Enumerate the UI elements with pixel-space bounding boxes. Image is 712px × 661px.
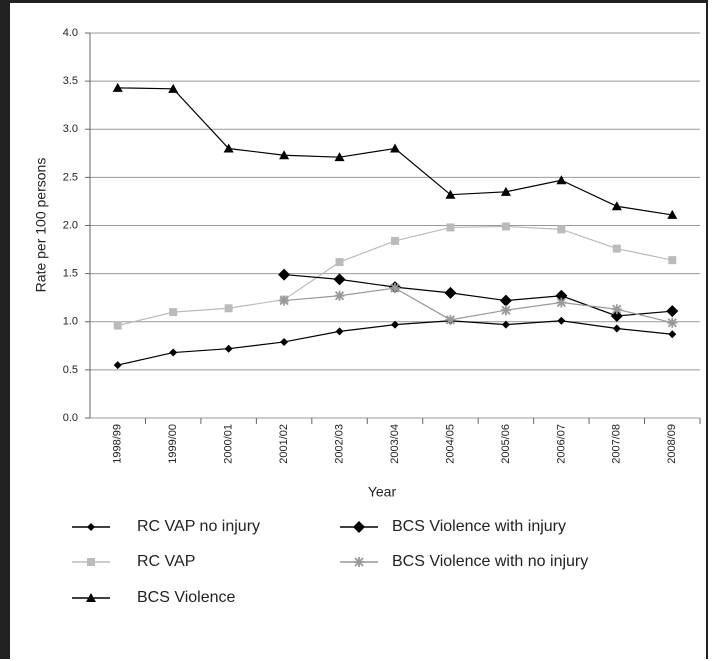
data-point [391,320,399,329]
data-point [112,82,123,92]
x-tick-label: 2004/05 [444,424,456,464]
data-point [333,273,346,286]
data-point [113,361,122,370]
data-point [501,222,510,231]
x-tick-label: 2001/02 [278,424,290,464]
series-line [284,273,673,317]
legend-marker [354,557,364,567]
data-point [390,143,400,153]
x-tick-label: 2007/08 [611,424,623,464]
x-tick-label: 1998/99 [112,424,124,464]
y-tick-label: 2.5 [63,171,78,183]
data-point [557,225,566,234]
data-point [334,152,345,162]
y-tick-label: 0.0 [63,412,78,424]
data-point [446,223,455,232]
legend-marker [86,593,96,602]
x-tick-label: 2003/04 [389,424,401,464]
data-point [168,83,179,93]
legend-marker [87,558,95,566]
data-point [391,236,399,245]
y-tick-label: 1.5 [63,268,78,280]
data-point [390,283,400,294]
data-point [500,186,511,196]
legend-label: BCS Violence [137,589,236,606]
data-point [557,316,566,325]
x-tick-label: 2008/09 [666,424,678,464]
data-point [169,348,178,357]
data-point [668,330,677,339]
data-point [444,286,457,299]
x-tick-label: 2000/01 [223,424,235,464]
data-point [279,150,290,160]
data-point [224,304,233,313]
y-tick-label: 2.0 [63,219,78,231]
legend-label: RC VAP no injury [137,518,260,535]
data-point [668,256,677,265]
data-point [279,295,290,306]
series-line [284,287,673,324]
x-tick-label: 2002/03 [333,424,345,464]
data-point [445,189,456,199]
legend-marker [87,523,95,531]
data-point [499,294,512,307]
x-tick-label: 1999/00 [167,424,179,464]
data-point [667,209,678,219]
data-point [500,305,511,316]
data-point [612,324,621,333]
data-point [612,244,621,253]
y-tick-label: 1.0 [63,316,78,328]
legend-marker [353,521,365,533]
x-tick-label: 2006/07 [555,424,567,464]
legend-label: BCS Violence with injury [392,518,566,535]
data-point [611,201,622,211]
y-tick-label: 3.0 [63,123,78,135]
data-point [113,321,122,330]
data-point [224,344,233,353]
data-point [223,143,234,153]
y-tick-label: 4.0 [63,27,78,39]
x-axis-label: Year [368,484,397,500]
data-point [501,320,510,329]
legend-label: RC VAP [137,553,195,570]
data-point [556,175,567,185]
y-tick-label: 3.5 [63,75,78,87]
data-point [280,337,289,346]
y-tick-label: 0.5 [63,364,78,376]
data-point [666,305,679,318]
data-point [169,308,178,317]
data-point [335,327,344,336]
data-point [335,258,344,267]
data-point [445,314,456,325]
data-point [667,317,678,328]
data-point [278,268,291,281]
y-axis-label: Rate per 100 persons [33,158,49,293]
data-point [611,304,622,315]
data-point [334,290,345,301]
x-tick-label: 2005/06 [500,424,512,464]
legend-label: BCS Violence with no injury [392,553,588,570]
data-point [556,297,567,308]
